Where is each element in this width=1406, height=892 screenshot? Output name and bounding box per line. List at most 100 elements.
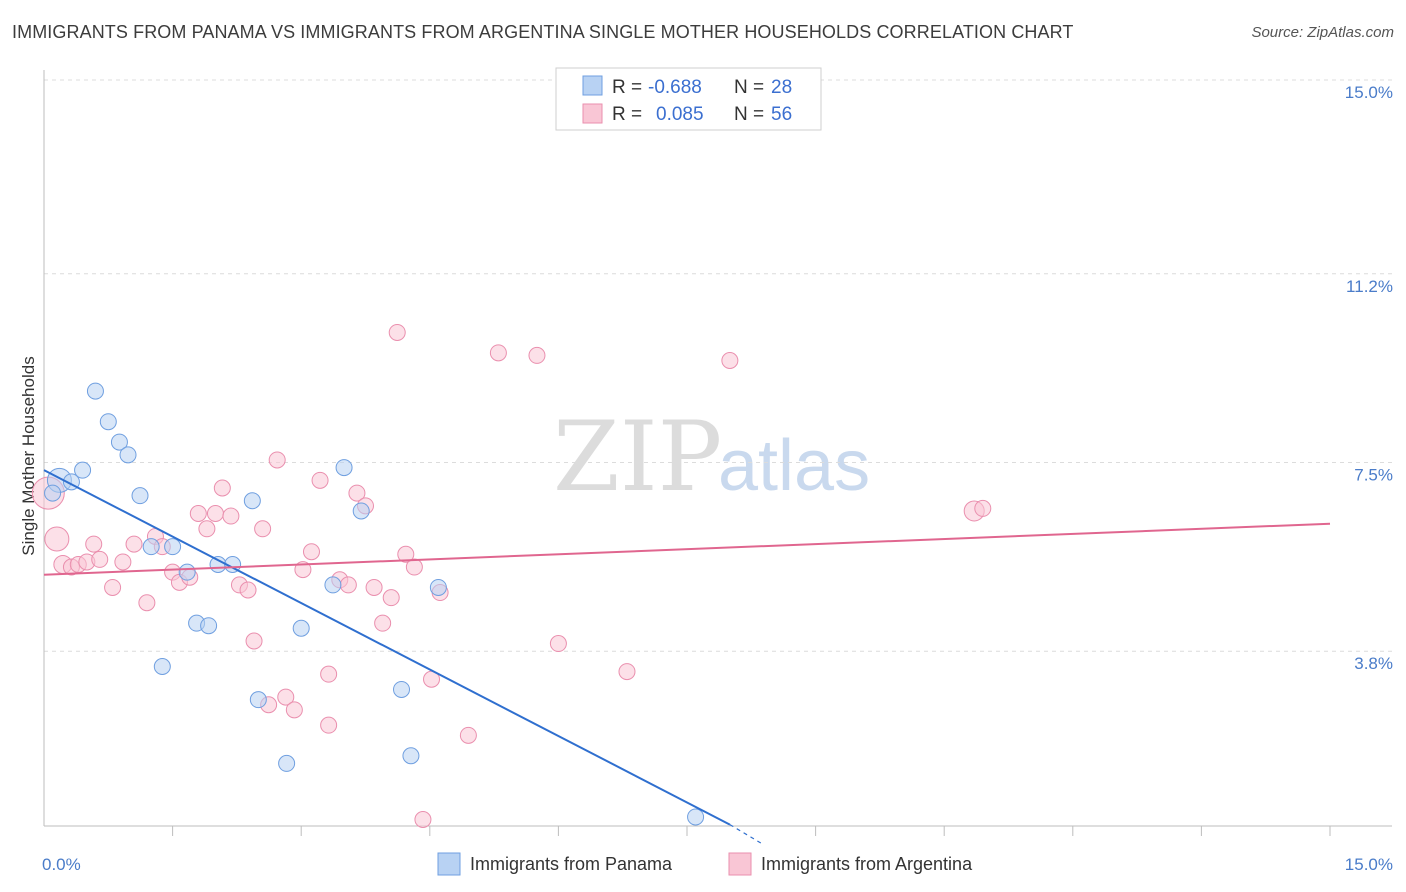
argentina-point (198, 520, 216, 538)
panama-point (249, 691, 267, 709)
argentina-point (414, 811, 432, 828)
grid-lines (44, 79, 1392, 652)
argentina-point (405, 558, 423, 576)
panama-point (402, 747, 420, 765)
panama-point (393, 680, 411, 698)
argentina-point (397, 545, 415, 563)
argentina-point (138, 594, 156, 612)
panama-trend-extension (729, 824, 765, 846)
panama-point (142, 538, 160, 556)
argentina-point (125, 535, 143, 553)
argentina-point (206, 505, 224, 522)
argentina-point (85, 535, 103, 553)
panama-point (352, 502, 370, 520)
panama-points (44, 382, 705, 826)
panama-point (164, 538, 182, 556)
argentina-point (374, 614, 392, 632)
panama-point (209, 556, 227, 573)
argentina-point (489, 344, 507, 362)
panama-point (200, 617, 218, 635)
x-tick-marks (172, 826, 1331, 836)
argentina-point (974, 499, 992, 517)
chart-source: Source: ZipAtlas.com (1251, 24, 1394, 41)
bottom-legend-label-argentina: Immigrants from Argentina (761, 854, 973, 874)
bottom-legend-swatch-argentina (728, 852, 752, 876)
argentina-point (285, 701, 303, 719)
argentina-point (44, 526, 70, 552)
legend-r-value-panama: -0.688 (648, 77, 702, 98)
panama-point (243, 492, 261, 510)
argentina-point (549, 635, 567, 653)
watermark-zip: ZIP (553, 401, 722, 513)
argentina-point (320, 716, 338, 734)
argentina-point (91, 550, 109, 568)
argentina-point (528, 346, 546, 364)
argentina-point (311, 471, 329, 489)
legend-n-label-panama: N = (734, 77, 764, 98)
y-tick-label: 15.0% (1345, 83, 1393, 102)
argentina-point (618, 663, 636, 681)
panama-trend-line (43, 469, 731, 826)
panama-point (292, 619, 310, 637)
trend-lines (43, 469, 1331, 846)
correlation-legend: R = -0.688 N = 28 R = 0.085 N = 56 (555, 67, 822, 131)
argentina-point (721, 352, 739, 369)
argentina-point (294, 561, 312, 579)
argentina-point (365, 578, 383, 596)
argentina-point (213, 479, 231, 497)
argentina-point (348, 484, 366, 502)
panama-point (335, 459, 353, 477)
panama-point (131, 487, 149, 505)
argentina-point (302, 543, 320, 561)
argentina-point (239, 581, 257, 599)
argentina-point (320, 665, 338, 683)
panama-point (99, 413, 117, 431)
legend-r-label-argentina: R = (612, 104, 642, 125)
argentina-point (268, 451, 286, 469)
chart-title: IMMIGRANTS FROM PANAMA VS IMMIGRANTS FRO… (12, 22, 1074, 42)
panama-point (86, 382, 104, 400)
argentina-point (277, 688, 295, 706)
panama-point (324, 576, 342, 594)
legend-swatch-panama (582, 75, 603, 96)
legend-n-value-argentina: 56 (771, 104, 792, 125)
argentina-point (254, 520, 272, 538)
panama-point (110, 433, 128, 451)
argentina-trend-line (43, 522, 1331, 576)
y-tick-label: 3.8% (1354, 654, 1393, 673)
y-tick-labels: 3.8% 7.5% 11.2% 15.0% (1345, 83, 1393, 673)
panama-point (429, 578, 447, 596)
argentina-point (114, 553, 132, 571)
legend-swatch-argentina (582, 103, 603, 124)
argentina-points (31, 323, 992, 828)
bottom-legend-label-panama: Immigrants from Panama (470, 854, 673, 874)
argentina-point (222, 507, 240, 525)
panama-point (153, 658, 171, 675)
legend-r-value-argentina: 0.085 (656, 104, 704, 125)
argentina-point (459, 726, 477, 744)
argentina-point (388, 323, 406, 341)
y-tick-label: 11.2% (1346, 277, 1393, 296)
y-axis-label: Single Mother Households (19, 356, 38, 555)
argentina-point (382, 589, 400, 607)
panama-point (74, 461, 92, 479)
argentina-point (245, 632, 263, 650)
panama-point (278, 754, 296, 772)
watermark-atlas: atlas (718, 426, 870, 506)
argentina-point (104, 578, 122, 596)
panama-point (687, 808, 705, 826)
bottom-legend-swatch-panama (437, 852, 461, 876)
panama-point (178, 563, 196, 581)
argentina-point (189, 505, 207, 522)
x-tick-label-min: 0.0% (42, 855, 81, 874)
panama-point (119, 446, 137, 464)
argentina-point (339, 576, 357, 594)
legend-r-label-panama: R = (612, 77, 642, 98)
y-tick-label: 7.5% (1354, 466, 1393, 485)
legend-n-label-argentina: N = (734, 104, 764, 125)
legend-n-value-panama: 28 (771, 77, 792, 98)
x-tick-label-max: 15.0% (1345, 855, 1393, 874)
panama-point (44, 484, 62, 502)
series-legend: Immigrants from Panama Immigrants from A… (437, 852, 973, 876)
